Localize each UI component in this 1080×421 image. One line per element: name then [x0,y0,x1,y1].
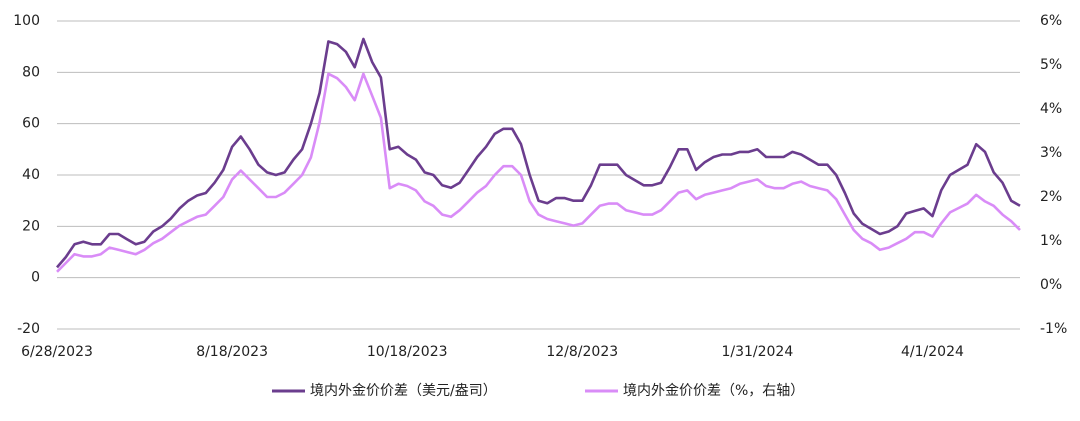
y-tick-label: 80 [22,64,40,80]
y-tick-label: 40 [22,167,40,183]
x-tick-label: 8/18/2023 [196,344,268,360]
x-tick-label: 6/28/2023 [21,344,93,360]
y-tick-label: 20 [22,218,40,234]
y2-tick-label: 6% [1040,13,1062,29]
y-tick-label: 0 [31,270,40,286]
y2-tick-label: 4% [1040,101,1062,117]
y2-tick-label: 2% [1040,189,1062,205]
x-tick-label: 10/18/2023 [367,344,448,360]
legend-label: 境内外金价价差（%，右轴） [623,383,804,399]
y2-tick-label: 3% [1040,145,1062,161]
x-tick-label: 12/8/2023 [546,344,618,360]
y-tick-label: -20 [17,321,40,337]
x-tick-label: 4/1/2024 [901,344,964,360]
y2-tick-label: -1% [1040,321,1067,337]
y-tick-label: 100 [13,13,40,29]
line-series [56,72,1021,273]
y-tick-label: 60 [22,116,40,132]
legend-label: 境内外金价价差（美元/盎司） [310,383,497,399]
y2-tick-label: 0% [1040,277,1062,293]
y2-tick-label: 5% [1040,57,1062,73]
x-tick-label: 1/31/2024 [721,344,793,360]
y2-tick-label: 1% [1040,233,1062,249]
line-series [56,37,1021,269]
